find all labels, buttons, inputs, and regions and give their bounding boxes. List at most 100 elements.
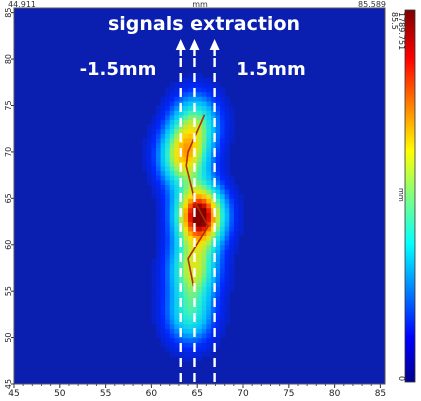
heat-cell (183, 244, 189, 250)
heat-cell (201, 263, 207, 269)
heat-cell (178, 128, 185, 134)
heat-cell (233, 189, 240, 195)
heat-cell (220, 179, 226, 185)
heat-cell (215, 221, 221, 227)
heat-cell (160, 305, 166, 311)
heat-cell (188, 147, 194, 153)
heat-cell (206, 240, 212, 246)
heat-cell (165, 328, 171, 334)
heat-cell (201, 170, 207, 176)
heat-cell (224, 244, 230, 250)
heat-cell (220, 110, 226, 116)
heat-cell (233, 193, 240, 199)
heat-cell (183, 240, 189, 246)
heat-cell (201, 189, 207, 195)
heat-cell (238, 198, 244, 204)
heat-cell (188, 105, 194, 111)
heat-cell (183, 230, 189, 237)
heat-cell (146, 128, 153, 134)
heat-cell (188, 346, 194, 353)
heat-cell (224, 309, 230, 315)
heat-cell (192, 351, 198, 357)
heat-cell (215, 207, 221, 213)
heat-cell (197, 100, 203, 107)
heat-cell (197, 161, 203, 167)
heat-cell (210, 189, 217, 195)
heat-cell (210, 202, 217, 209)
heat-cell (220, 267, 226, 274)
heat-cell (165, 184, 171, 190)
heat-cell (192, 142, 198, 148)
heat-cell (201, 128, 207, 134)
heat-cell (146, 151, 153, 158)
heat-cell (201, 77, 207, 83)
heat-cell (151, 305, 157, 311)
heat-cell (178, 230, 185, 237)
heat-cell (165, 147, 171, 153)
heat-cell (155, 165, 162, 172)
heat-cell (206, 151, 212, 158)
heat-cell (215, 235, 221, 241)
heat-cell (206, 263, 212, 269)
heat-cell (183, 128, 189, 134)
heat-cell (224, 100, 230, 107)
heat-cell (183, 356, 189, 362)
heat-cell (220, 286, 226, 292)
heat-cell (188, 189, 194, 195)
heat-cell (224, 165, 230, 172)
heat-cell (201, 258, 207, 264)
heat-cell (224, 272, 230, 278)
heat-cell (183, 216, 189, 223)
heat-cell (169, 137, 175, 144)
heat-cell (188, 323, 194, 329)
heat-cell (174, 300, 180, 306)
heat-cell (151, 124, 157, 130)
x-tick-label: 45 (8, 389, 19, 399)
heat-cell (197, 342, 203, 348)
heat-cell (174, 133, 180, 139)
heat-cell (160, 100, 166, 107)
heat-cell (178, 244, 185, 250)
heat-cell (210, 305, 217, 311)
heat-cell (155, 263, 162, 269)
heat-cell (188, 170, 194, 176)
heat-cell (174, 309, 180, 315)
heat-cell (183, 179, 189, 185)
heat-cell (201, 142, 207, 148)
heat-cell (146, 147, 153, 153)
heat-cell (220, 147, 226, 153)
heat-cell (169, 202, 175, 209)
heat-cell (210, 277, 217, 283)
heat-cell (188, 156, 194, 162)
heat-cell (210, 175, 217, 181)
heat-cell (206, 189, 212, 195)
heat-cell (169, 281, 175, 288)
heat-cell (169, 170, 175, 176)
heat-cell (229, 137, 235, 144)
heat-cell (220, 240, 226, 246)
heat-cell (155, 249, 162, 255)
heat-cell (206, 291, 212, 297)
heat-cell (206, 286, 212, 292)
heat-cell (183, 133, 189, 139)
heat-cell (155, 170, 162, 176)
heat-cell (215, 105, 221, 111)
heat-cell (151, 161, 157, 167)
heat-cell (155, 240, 162, 246)
heat-cell (155, 286, 162, 292)
heat-cell (169, 86, 175, 93)
heat-cell (229, 230, 235, 237)
heat-cell (169, 198, 175, 204)
heat-cell (169, 124, 175, 130)
heat-cell (151, 295, 157, 302)
heat-cell (160, 240, 166, 246)
heat-cell (155, 142, 162, 148)
heat-cell (174, 86, 180, 93)
heat-cell (220, 212, 226, 218)
heat-cell (188, 254, 194, 260)
heat-cell (192, 128, 198, 134)
heat-cell (224, 263, 230, 269)
heat-cell (229, 226, 235, 232)
x-tick-label: 80 (329, 389, 341, 399)
heat-cell (155, 175, 162, 181)
